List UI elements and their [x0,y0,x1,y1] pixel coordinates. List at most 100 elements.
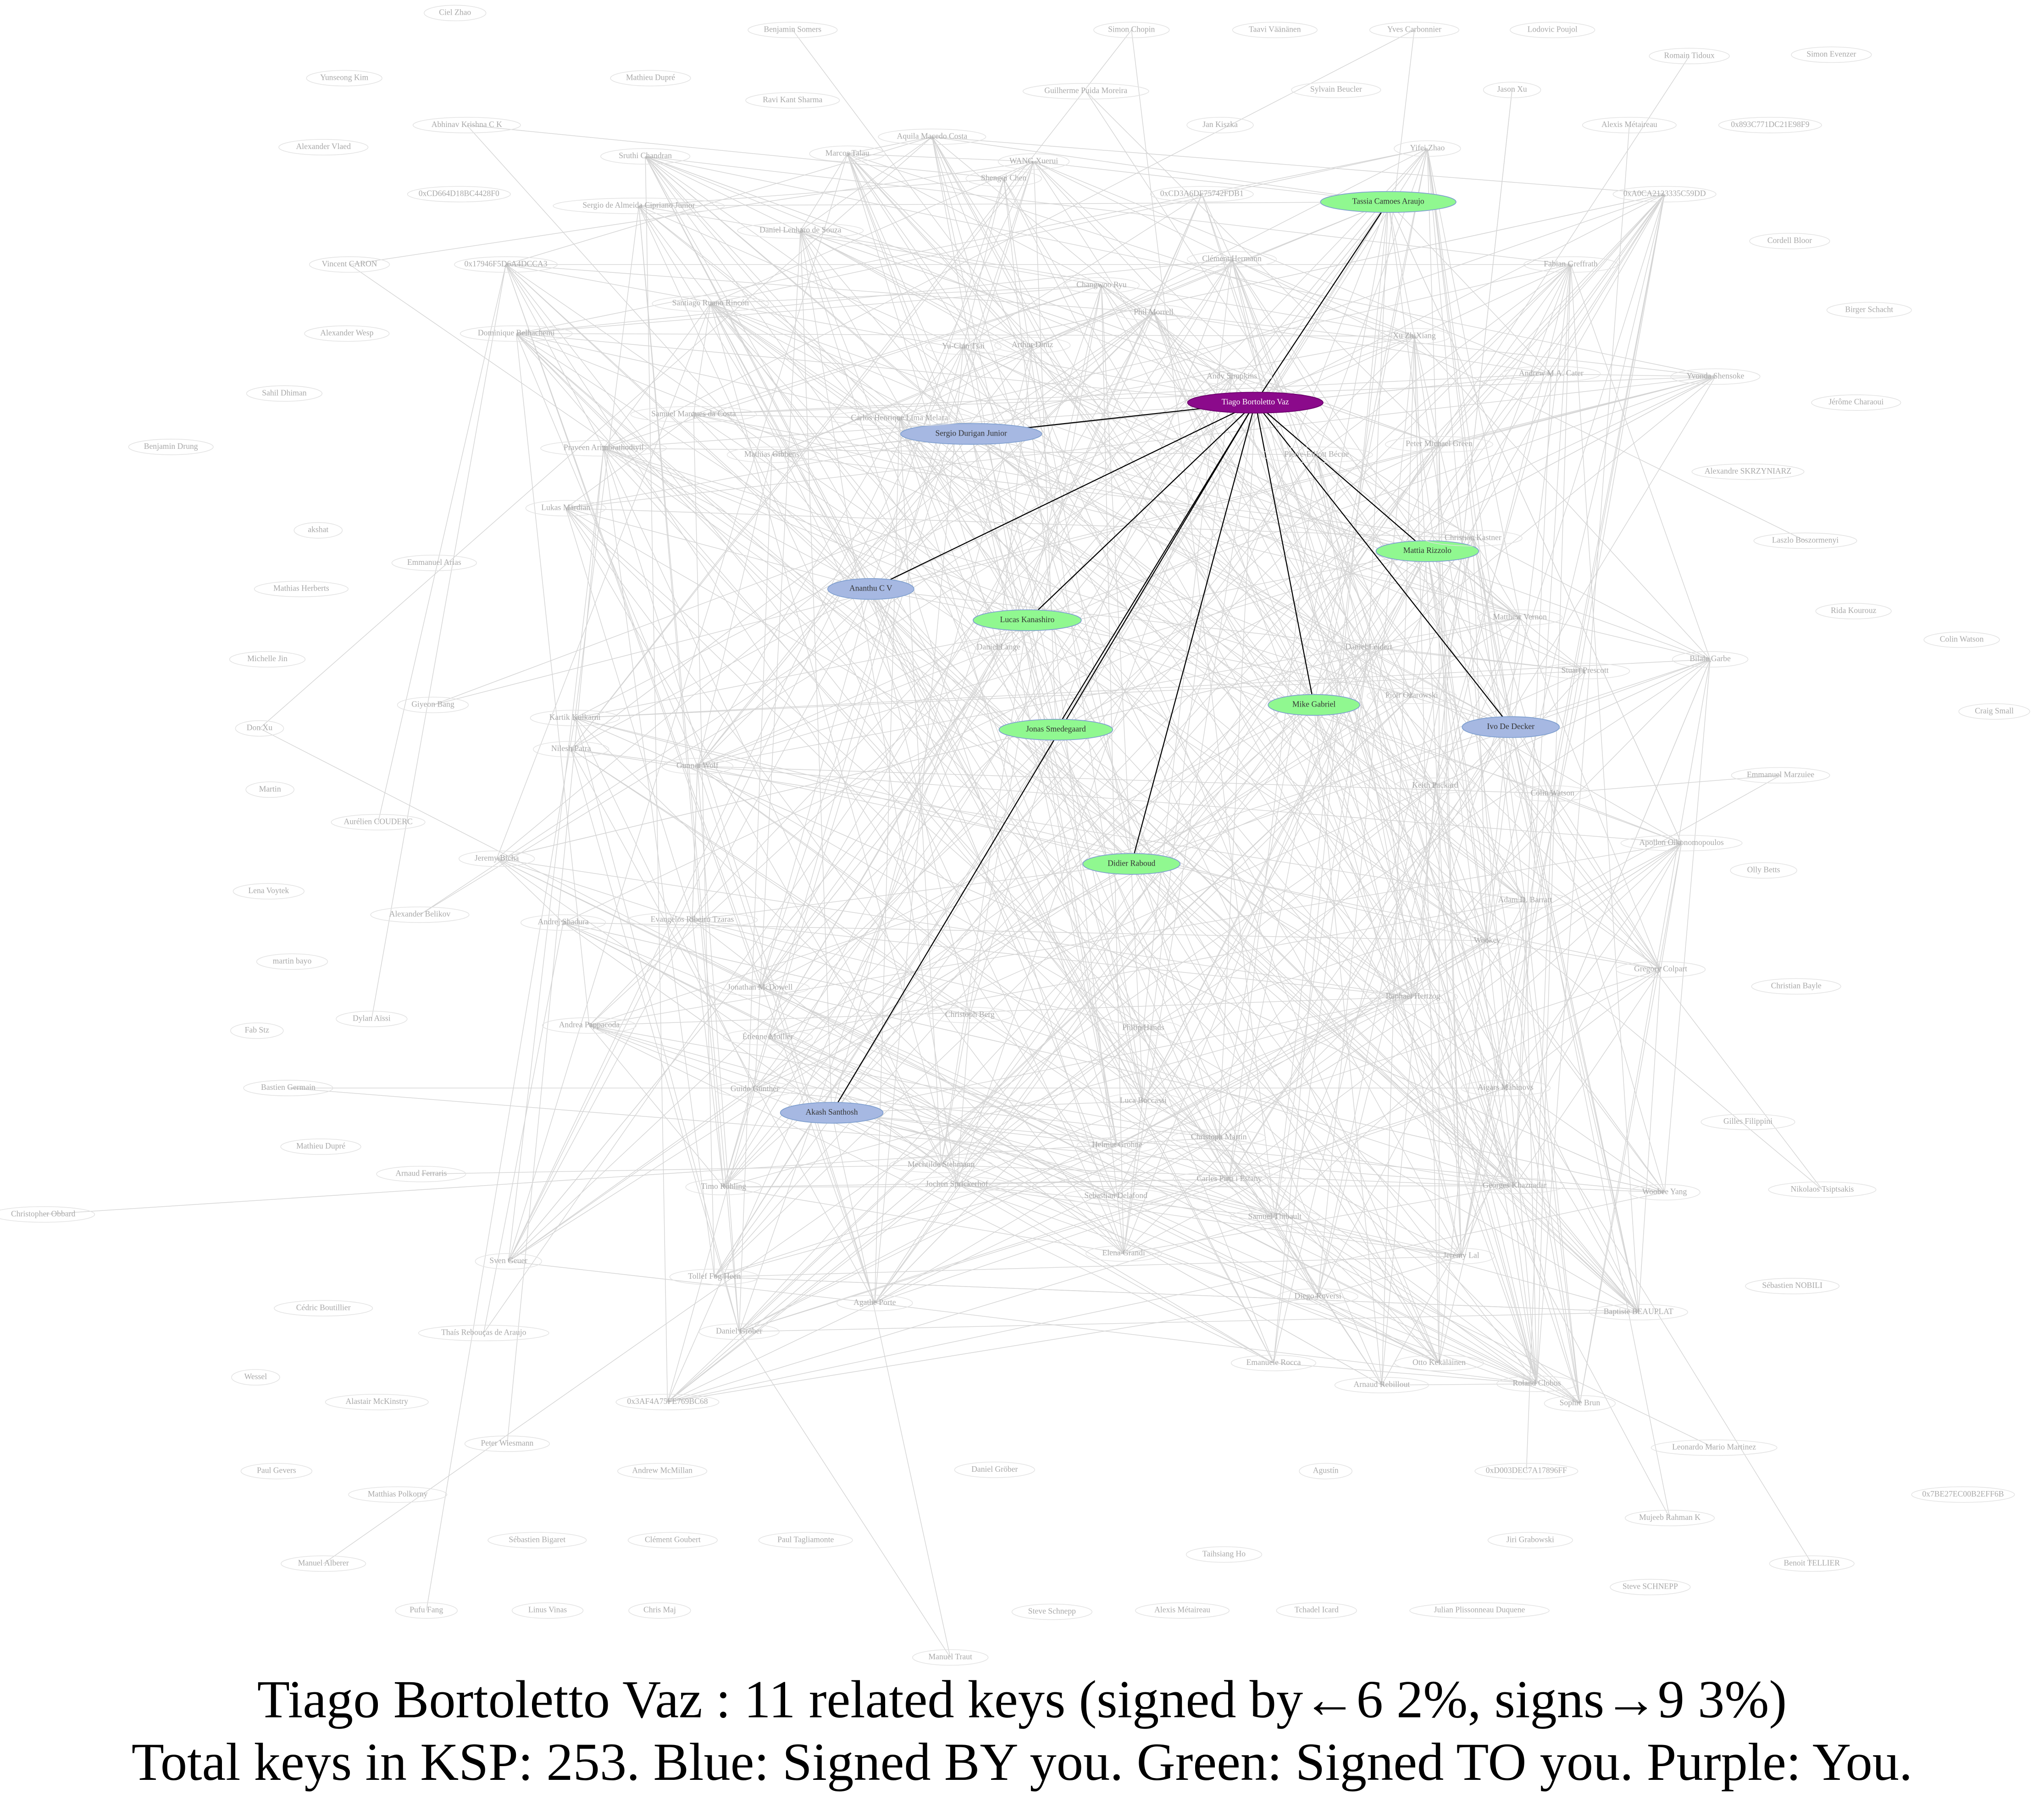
node [1745,1278,1840,1294]
node [748,22,838,39]
edge [638,205,1537,1384]
edge [1153,312,1551,375]
node [1394,140,1461,157]
node [1011,1603,1092,1620]
edge [738,454,772,1332]
edge [714,454,1317,1277]
node [1514,785,1591,802]
edge [603,303,711,449]
node [229,651,306,668]
node-label: Yu-Chin Tsai [942,341,985,350]
edge [1579,843,1682,1403]
node-label: Bastien Germain [261,1082,316,1092]
edge [1229,843,1682,1180]
edge [692,863,1132,921]
node [1135,1602,1230,1619]
node [128,439,214,455]
node-label: Vincent CARON [322,259,377,268]
edge [483,259,1232,1333]
node [1616,961,1706,978]
node [1277,1288,1358,1305]
edge [575,718,740,1332]
node [243,1080,333,1096]
edge [1033,161,1232,377]
node-label: Cédric Boutillier [296,1303,351,1312]
edge [1219,727,1511,1138]
node [1751,978,1841,995]
edge [516,259,1232,335]
node [836,1295,913,1311]
edge [831,1112,1537,1384]
edge [575,717,1488,941]
node [758,1532,853,1548]
edge [799,230,958,1185]
edge [589,148,1428,1026]
edge [710,161,1034,304]
node [336,1011,408,1027]
node [1367,687,1457,704]
edge [505,264,1318,1297]
node-label: Sébastien Bigaret [509,1535,565,1544]
edge [426,718,576,1611]
edge [508,264,1571,1262]
node [348,1486,448,1503]
node-label: Mathias Gibbens [744,449,799,458]
node-label: Arnaud Rebillout [1354,1380,1410,1389]
edge [710,284,1102,304]
node [1428,1248,1495,1265]
edge [1153,312,1537,1384]
node [1911,1486,2015,1503]
edge [1316,454,1537,1384]
node-label: Yves Carbonnier [1387,24,1441,33]
node-label: Abhinav Krishna C K [432,120,502,129]
edge [1439,444,1462,1256]
edge [710,148,1428,304]
edge [1487,194,1666,941]
node [1731,767,1830,784]
edge [1143,996,1413,1102]
node [460,325,573,342]
node-label: Shengqi Chen [981,173,1026,182]
node [370,906,470,923]
node [615,1394,720,1410]
edge [516,332,1414,337]
edge [1381,843,1682,1386]
edge [505,264,875,1303]
edge [505,264,1256,403]
node-label: Jochen Sprickerhof [925,1179,988,1188]
edge [505,264,1488,941]
node-label: Elena Grandi [1102,1248,1145,1257]
edge [496,303,711,859]
edge [1487,264,1572,941]
edge [1473,538,1489,941]
edge [941,194,1665,1165]
edge [574,205,640,718]
edge [1472,538,1639,1313]
node-label: Mattia Rizzolo [1403,546,1451,555]
node-label: Gilles Filippini [1723,1116,1773,1126]
edge [941,1165,1665,1194]
edge [714,969,1661,1277]
node-label: Wookey [1474,935,1501,944]
edge [563,922,1440,1364]
edge [377,264,507,823]
edge [645,156,1256,403]
node [475,1253,542,1270]
edge [589,1025,1639,1313]
edge [1033,161,1436,786]
edge [1315,454,1413,997]
edge [1274,843,1682,1217]
node-label: Marcos Talau [825,148,870,157]
edge [899,346,964,419]
edge [739,1178,1230,1332]
edge [697,766,1661,971]
edge [1414,336,1640,1313]
node [1460,1080,1551,1096]
edge [1255,402,1512,728]
node [745,92,840,109]
node [698,1323,780,1340]
edge [1427,148,1581,1403]
node-label: Sebastian Delafond [1084,1191,1147,1200]
edge [1411,551,1428,696]
edge [739,647,1369,1332]
